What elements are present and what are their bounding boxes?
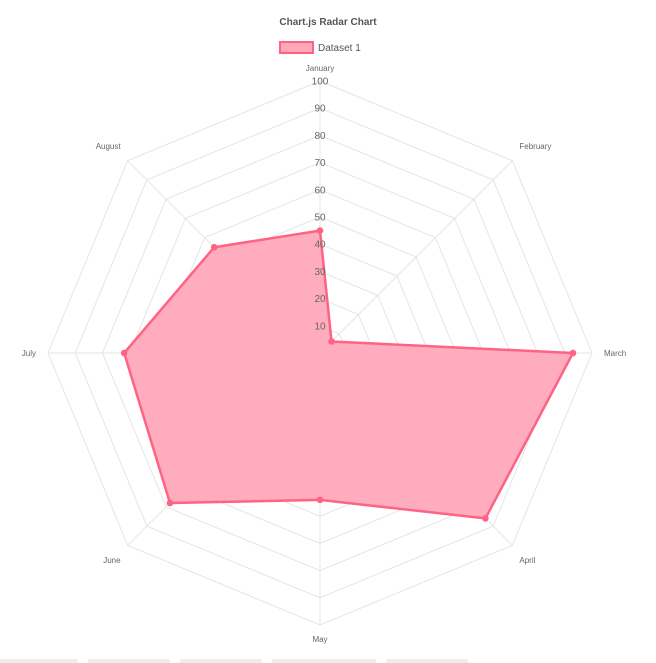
point-label-january: January	[306, 64, 334, 73]
tick-label: 30	[314, 267, 326, 278]
point-label-july: July	[22, 349, 36, 358]
point-label-march: March	[604, 349, 626, 358]
legend-label[interactable]: Dataset 1	[318, 43, 361, 54]
data-point-january[interactable]	[316, 227, 324, 234]
point-label-february: February	[519, 142, 551, 151]
strip-segment	[88, 659, 170, 663]
strip-segment	[0, 659, 78, 663]
data-point-may[interactable]	[316, 496, 324, 504]
chart-title: Chart.js Radar Chart	[279, 17, 377, 28]
tick-labels: 10 20 30 40 50 60 70 80 90 100	[312, 77, 329, 333]
data-point-june[interactable]	[166, 499, 174, 507]
tick-label: 50	[314, 213, 326, 224]
legend[interactable]: Dataset 1	[279, 41, 361, 54]
data-point-february[interactable]	[328, 338, 335, 345]
strip-segment	[272, 659, 376, 663]
point-labels: January February March April May June July Augu…	[22, 64, 626, 644]
dataset-layer	[120, 227, 577, 522]
point-label-june: June	[103, 556, 121, 565]
angle-line	[319, 160, 513, 354]
tick-label: 70	[314, 158, 326, 169]
dataset-area	[122, 229, 575, 520]
data-point-july[interactable]	[120, 349, 128, 357]
tick-label: 20	[314, 294, 326, 305]
data-point-march[interactable]	[569, 349, 577, 357]
tick-label: 60	[314, 185, 326, 196]
strip-segment	[180, 659, 262, 663]
tick-label: 100	[312, 77, 329, 88]
data-point-april[interactable]	[482, 515, 489, 522]
point-label-april: April	[519, 556, 535, 565]
tick-label: 90	[314, 104, 326, 115]
data-point-august[interactable]	[210, 243, 218, 251]
point-label-august: August	[96, 142, 122, 151]
tick-label: 40	[314, 240, 326, 251]
tick-label: 80	[314, 131, 326, 142]
strip-segment	[386, 659, 468, 663]
legend-swatch[interactable]	[279, 41, 314, 54]
tick-label: 10	[314, 321, 326, 332]
point-label-may: May	[312, 635, 327, 644]
bottom-strip	[0, 659, 656, 663]
